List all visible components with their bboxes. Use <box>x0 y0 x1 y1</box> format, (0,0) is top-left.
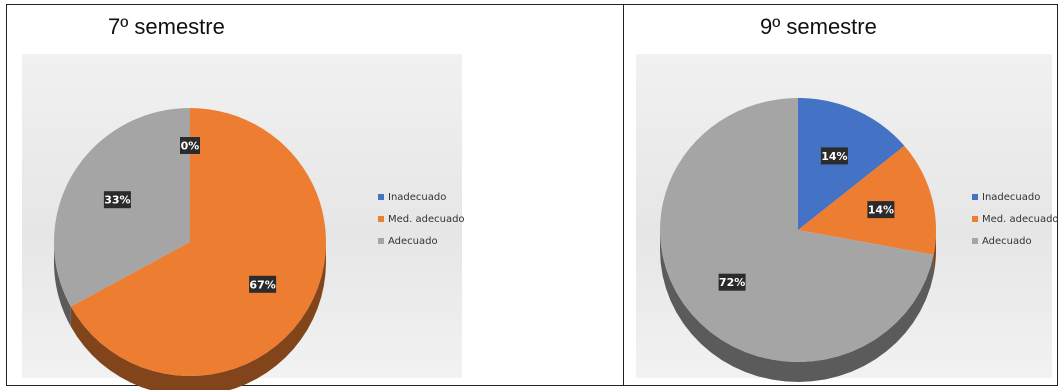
legend-item: Med. adecuado <box>378 208 465 230</box>
data-label-bg <box>820 147 848 165</box>
chart-title: 7º semestre <box>108 14 225 39</box>
legend-label: Med. adecuado <box>982 213 1059 225</box>
data-label: 67% <box>249 278 275 291</box>
legend-label: Med. adecuado <box>388 213 465 225</box>
legend-swatch-adecuado <box>972 238 978 244</box>
data-label-bg <box>103 191 131 209</box>
legend-label: Inadecuado <box>982 191 1041 203</box>
legend-item: Adecuado <box>378 230 465 252</box>
data-label: 72% <box>719 276 745 289</box>
pie-chart-svg: 0% 67% 33% <box>54 108 326 390</box>
pie-slice-adecuado <box>660 98 934 362</box>
legend-swatch-med-adecuado <box>378 216 384 222</box>
pie-slice-med-adecuado <box>70 108 326 376</box>
data-label-bg <box>180 137 200 154</box>
legend-item: Inadecuado <box>378 186 465 208</box>
data-label: 14% <box>821 150 847 163</box>
legend: Inadecuado Med. adecuado Adecuado <box>378 186 465 252</box>
legend-item: Adecuado <box>972 230 1059 252</box>
legend-swatch-inadecuado <box>378 194 384 200</box>
legend-label: Adecuado <box>982 235 1032 247</box>
pie-slice-inadecuado <box>798 98 905 230</box>
chart-title: 9º semestre <box>760 14 877 39</box>
pie-slice-med-adecuado <box>798 145 936 255</box>
data-label-bg <box>249 275 277 293</box>
legend-item: Inadecuado <box>972 186 1059 208</box>
legend-swatch-adecuado <box>378 238 384 244</box>
panel-divider <box>623 4 624 386</box>
chart-9-semestre: 9º semestre 14% 14% 72% Inadecuado Med. ad… <box>636 10 1059 382</box>
legend-label: Adecuado <box>388 235 438 247</box>
legend-swatch-inadecuado <box>972 194 978 200</box>
data-label-bg <box>718 273 746 291</box>
legend-swatch-med-adecuado <box>972 216 978 222</box>
data-label: 33% <box>104 194 130 207</box>
pie-chart-svg: 14% 14% 72% <box>660 98 936 382</box>
data-label: 14% <box>868 204 894 217</box>
plot-area: 14% 14% 72% Inadecuado Med. adecuado Adecu… <box>636 54 1059 382</box>
pie-side-adecuado <box>660 230 934 382</box>
chart-7-semestre: 7º semestre 0% 67% 33% Inadecuado Med. ade… <box>20 10 480 390</box>
legend-item: Med. adecuado <box>972 208 1059 230</box>
plot-area: 0% 67% 33% Inadecuado Med. adecuado Adecua… <box>22 54 465 390</box>
data-label-bg <box>867 201 895 219</box>
legend: Inadecuado Med. adecuado Adecuado <box>972 186 1059 252</box>
pie-side-adecuado <box>54 242 71 327</box>
legend-label: Inadecuado <box>388 191 447 203</box>
pie-side-med-adecuado <box>933 230 936 275</box>
data-label: 0% <box>181 140 200 153</box>
